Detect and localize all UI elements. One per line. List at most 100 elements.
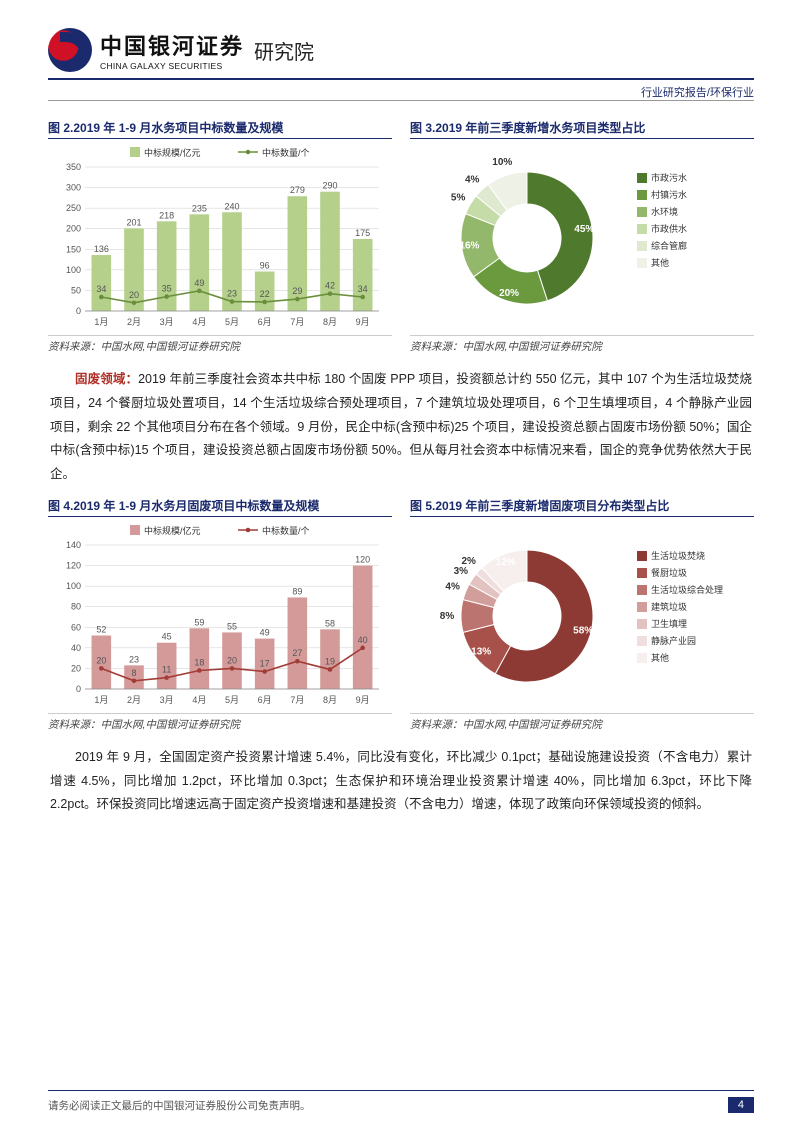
svg-text:96: 96	[260, 261, 270, 271]
svg-text:4%: 4%	[465, 175, 480, 186]
svg-text:34: 34	[358, 284, 368, 294]
svg-text:60: 60	[71, 622, 81, 632]
svg-text:200: 200	[66, 224, 81, 234]
svg-text:120: 120	[355, 554, 370, 564]
footer-disclaimer: 请务必阅读正文最后的中国银河证券股份公司免责声明。	[48, 1098, 311, 1113]
svg-text:55: 55	[227, 621, 237, 631]
figure-4-chart: 中标规模/亿元中标数量/个020406080100120140522345595…	[48, 521, 392, 711]
svg-text:综合管廊: 综合管廊	[651, 240, 687, 251]
svg-text:42: 42	[325, 281, 335, 291]
svg-text:45: 45	[162, 631, 172, 641]
svg-text:11: 11	[162, 664, 171, 674]
svg-text:16%: 16%	[459, 240, 479, 251]
brand-logo	[48, 28, 92, 72]
paragraph-1-lead: 固废领域：	[75, 372, 138, 386]
svg-text:40: 40	[358, 635, 368, 645]
svg-text:其他: 其他	[651, 652, 669, 663]
figure-5: 图 5.2019 年前三季度新增固废项目分布类型占比 58%13%8%4%3%2…	[410, 497, 754, 732]
svg-text:89: 89	[292, 586, 302, 596]
figure-2: 图 2.2019 年 1-9 月水务项目中标数量及规模 中标规模/亿元 中标数量/…	[48, 119, 392, 354]
svg-text:100: 100	[66, 581, 81, 591]
svg-text:218: 218	[159, 210, 174, 220]
svg-text:120: 120	[66, 560, 81, 570]
svg-text:6月: 6月	[258, 317, 272, 327]
svg-text:27: 27	[292, 648, 302, 658]
svg-text:水环境: 水环境	[651, 206, 678, 217]
svg-text:中标数量/个: 中标数量/个	[262, 525, 310, 536]
figure-3-title: 图 3.2019 年前三季度新增水务项目类型占比	[410, 119, 754, 139]
figure-5-chart: 58%13%8%4%3%2%12%生活垃圾焚烧餐厨垃圾生活垃圾综合处理建筑垃圾卫…	[410, 521, 754, 711]
svg-text:58%: 58%	[573, 625, 593, 636]
svg-text:19: 19	[325, 656, 335, 666]
svg-text:10%: 10%	[492, 157, 512, 168]
svg-text:58: 58	[325, 618, 335, 628]
svg-text:2%: 2%	[461, 556, 476, 567]
svg-text:2月: 2月	[127, 317, 141, 327]
svg-text:中标规模/亿元: 中标规模/亿元	[144, 525, 201, 536]
doc-category: 行业研究报告/环保行业	[48, 84, 754, 100]
svg-text:5%: 5%	[451, 192, 466, 203]
svg-text:1月: 1月	[94, 695, 108, 705]
svg-text:4月: 4月	[192, 317, 206, 327]
figure-4-title: 图 4.2019 年 1-9 月水务月固废项目中标数量及规模	[48, 497, 392, 517]
svg-text:235: 235	[192, 203, 207, 213]
svg-text:7月: 7月	[290, 695, 304, 705]
figure-row-1: 图 2.2019 年 1-9 月水务项目中标数量及规模 中标规模/亿元 中标数量/…	[48, 119, 754, 354]
svg-text:中标数量/个: 中标数量/个	[262, 147, 310, 158]
svg-text:5月: 5月	[225, 317, 239, 327]
svg-text:3月: 3月	[160, 695, 174, 705]
page-footer: 请务必阅读正文最后的中国银河证券股份公司免责声明。 4	[48, 1090, 754, 1113]
svg-text:市政供水: 市政供水	[651, 223, 687, 234]
paragraph-1-body: 2019 年前三季度社会资本共中标 180 个固废 PPP 项目，投资额总计约 …	[50, 372, 752, 481]
svg-text:49: 49	[194, 278, 204, 288]
svg-text:9月: 9月	[356, 695, 370, 705]
svg-text:136: 136	[94, 244, 109, 254]
svg-text:20: 20	[129, 290, 139, 300]
svg-text:240: 240	[224, 201, 239, 211]
svg-text:40: 40	[71, 643, 81, 653]
svg-text:300: 300	[66, 183, 81, 193]
figure-5-title: 图 5.2019 年前三季度新增固废项目分布类型占比	[410, 497, 754, 517]
figure-row-2: 图 4.2019 年 1-9 月水务月固废项目中标数量及规模 中标规模/亿元 中标…	[48, 497, 754, 732]
svg-text:村镇污水: 村镇污水	[651, 189, 687, 200]
svg-text:静脉产业园: 静脉产业园	[651, 635, 696, 646]
svg-text:1月: 1月	[94, 317, 108, 327]
page-header: 中国银河证券 CHINA GALAXY SECURITIES 研究院	[48, 28, 754, 80]
svg-text:6月: 6月	[258, 695, 272, 705]
figure-3-chart: 45%20%16%5%4%10%市政污水村镇污水水环境市政供水综合管廊其他	[410, 143, 754, 333]
svg-text:34: 34	[96, 284, 106, 294]
svg-text:201: 201	[126, 217, 141, 227]
svg-text:20: 20	[227, 655, 237, 665]
svg-text:4%: 4%	[445, 581, 460, 592]
svg-text:0: 0	[76, 306, 81, 316]
figure-5-source: 资料来源：中国水网,中国银河证券研究院	[410, 713, 754, 732]
svg-text:20: 20	[71, 663, 81, 673]
svg-text:29: 29	[292, 286, 302, 296]
svg-text:9月: 9月	[356, 317, 370, 327]
svg-text:3%: 3%	[454, 566, 469, 577]
svg-text:350: 350	[66, 162, 81, 172]
page-number: 4	[728, 1097, 754, 1113]
svg-text:23: 23	[129, 654, 139, 664]
header-rule	[48, 100, 754, 101]
figure-2-source: 资料来源：中国水网,中国银河证券研究院	[48, 335, 392, 354]
svg-text:80: 80	[71, 601, 81, 611]
svg-text:35: 35	[162, 284, 172, 294]
figure-2-title: 图 2.2019 年 1-9 月水务项目中标数量及规模	[48, 119, 392, 139]
brand-en: CHINA GALAXY SECURITIES	[100, 61, 244, 71]
svg-text:250: 250	[66, 203, 81, 213]
svg-text:140: 140	[66, 540, 81, 550]
svg-text:8%: 8%	[440, 611, 455, 622]
svg-text:23: 23	[227, 289, 237, 299]
svg-text:中标规模/亿元: 中标规模/亿元	[144, 147, 201, 158]
svg-text:18: 18	[194, 657, 204, 667]
svg-text:100: 100	[66, 265, 81, 275]
svg-text:45%: 45%	[574, 224, 594, 235]
svg-text:290: 290	[322, 181, 337, 191]
svg-text:7月: 7月	[290, 317, 304, 327]
figure-3-source: 资料来源：中国水网,中国银河证券研究院	[410, 335, 754, 354]
svg-text:22: 22	[260, 289, 270, 299]
svg-text:50: 50	[71, 285, 81, 295]
figure-4-source: 资料来源：中国水网,中国银河证券研究院	[48, 713, 392, 732]
svg-text:12%: 12%	[496, 557, 516, 568]
